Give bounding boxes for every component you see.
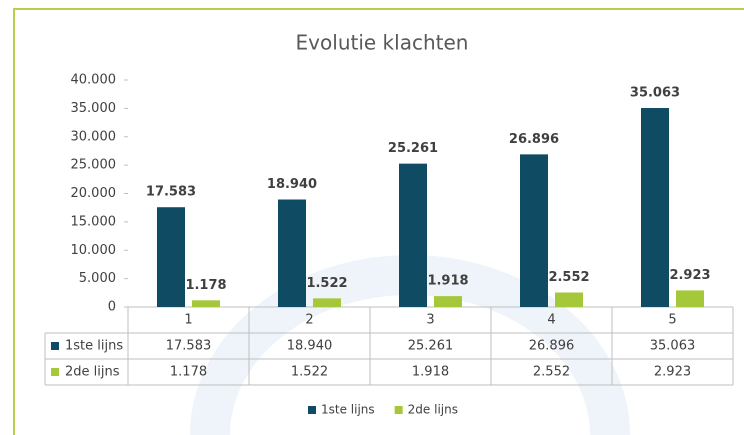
data-label: 1.178 (185, 278, 226, 293)
y-tick-label: 5.000 (79, 271, 116, 286)
table-cell: 25.261 (408, 339, 454, 354)
data-label: 1.522 (306, 276, 347, 291)
bar (192, 300, 220, 307)
x-tick-label: 2 (305, 313, 313, 328)
bar (313, 298, 341, 307)
data-label: 2.552 (548, 270, 589, 285)
bar (641, 108, 669, 307)
bar (520, 154, 548, 307)
y-tick-label: 35.000 (71, 101, 117, 116)
y-tick-label: 10.000 (71, 243, 117, 258)
data-label: 35.063 (630, 86, 680, 101)
y-tick-label: 40.000 (71, 73, 117, 88)
data-label: 2.923 (669, 268, 710, 283)
table-cell: 17.583 (166, 339, 212, 354)
legend-label: 1ste lijns (321, 403, 375, 417)
bar (399, 163, 427, 307)
table-cell: 1.178 (170, 365, 207, 380)
table-cell: 35.063 (650, 339, 696, 354)
x-tick-label: 4 (547, 313, 555, 328)
x-tick-label: 3 (426, 313, 434, 328)
table-cell: 1.918 (412, 365, 449, 380)
bar (555, 292, 583, 307)
y-tick-label: 15.000 (71, 214, 117, 229)
table-cell: 18.940 (287, 339, 333, 354)
y-tick-label: 20.000 (71, 186, 117, 201)
chart-title: Evolutie klachten (296, 31, 469, 55)
bar (676, 290, 704, 307)
data-label: 25.261 (388, 141, 438, 156)
y-tick-label: 25.000 (71, 158, 117, 173)
y-tick-label: 0 (108, 300, 116, 315)
data-label: 26.896 (509, 132, 559, 147)
table-row-label: 2de lijns (65, 365, 120, 380)
bar (157, 207, 185, 307)
x-tick-label: 1 (184, 313, 192, 328)
legend-label: 2de lijns (408, 403, 458, 417)
bar (278, 199, 306, 307)
table-cell: 2.552 (533, 365, 570, 380)
table-row-label: 1ste lijns (65, 339, 123, 354)
frame (13, 8, 744, 435)
bar (434, 296, 462, 307)
table-cell: 2.923 (654, 365, 691, 380)
x-tick-label: 5 (668, 313, 676, 328)
data-label: 17.583 (146, 185, 196, 200)
data-label: 18.940 (267, 177, 317, 192)
table-cell: 26.896 (529, 339, 575, 354)
data-label: 1.918 (427, 274, 468, 289)
table-legend-key (51, 368, 59, 376)
legend-key (394, 406, 403, 414)
legend-key (308, 406, 316, 414)
y-tick-label: 30.000 (71, 129, 117, 144)
table-cell: 1.522 (291, 365, 328, 380)
table-legend-key (51, 342, 59, 350)
